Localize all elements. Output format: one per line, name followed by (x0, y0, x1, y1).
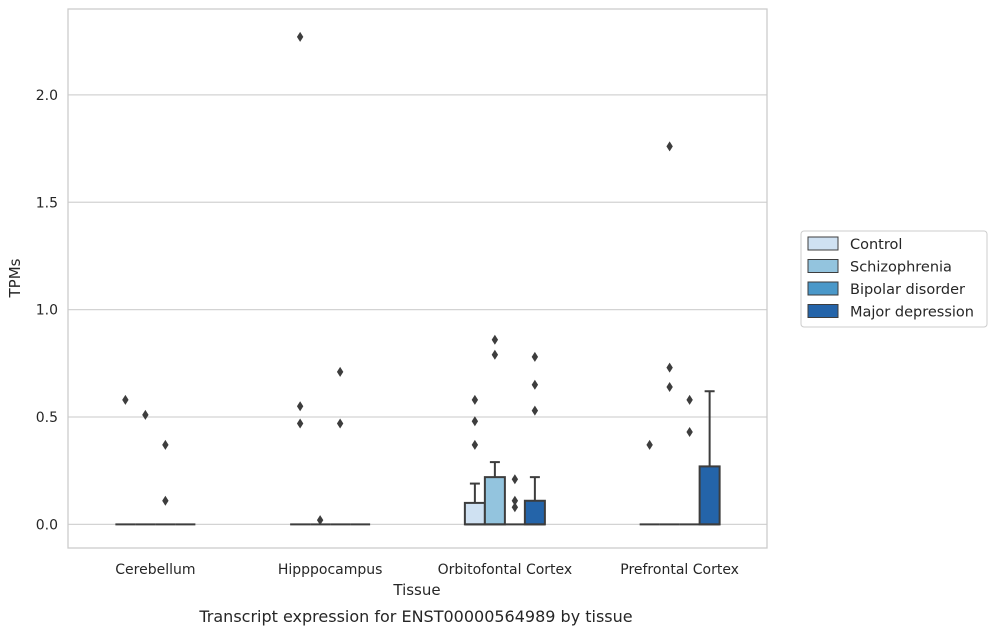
outlier-point (511, 495, 519, 506)
outlier-point (162, 439, 169, 450)
x-axis-label: Tissue (392, 581, 440, 599)
box-body (698, 465, 721, 526)
box (698, 390, 721, 526)
boxes (115, 390, 721, 526)
box (463, 482, 486, 526)
legend-frame (800, 230, 988, 328)
outlier-point (511, 502, 519, 513)
outliers (122, 31, 693, 526)
y-axis-ticks: 0.0 0.5 1.0 1.5 2.0 (36, 88, 58, 533)
outlier-point (531, 405, 539, 416)
outlier-point (646, 439, 653, 450)
legend-label: Major depression (850, 305, 974, 321)
outlier-point (666, 381, 673, 392)
x-axis-ticks: Cerebellum Hipppocampus Orbitofontal Corte… (115, 562, 739, 578)
chart-caption: Transcript expression for ENST0000056498… (198, 607, 632, 626)
x-tick-label: Hipppocampus (278, 562, 383, 578)
outlier-point (162, 495, 169, 506)
y-tick-label: 0.0 (36, 517, 58, 533)
outlier-point (296, 418, 304, 429)
box-body (523, 499, 546, 526)
outlier-point (316, 515, 324, 526)
outlier-point (491, 334, 499, 345)
grid-lines (68, 94, 767, 525)
legend-swatch (807, 236, 839, 251)
outlier-point (491, 349, 499, 360)
y-axis-label: TPMs (6, 258, 24, 298)
legend-swatch (807, 281, 839, 296)
plot-frame (67, 8, 768, 549)
x-tick-label: Orbitofontal Cortex (438, 562, 573, 578)
legend-label: Control (850, 237, 902, 253)
box-body (483, 476, 506, 526)
outlier-point (686, 427, 693, 438)
outlier-point (511, 474, 519, 485)
outlier-point (296, 31, 304, 42)
legend-label: Bipolar disorder (850, 282, 965, 298)
outlier-point (336, 366, 344, 377)
legend-swatch (807, 304, 839, 318)
y-tick-label: 1.0 (36, 303, 58, 319)
outlier-point (471, 416, 479, 427)
outlier-point (471, 439, 479, 450)
outlier-point (666, 141, 673, 152)
outlier-point (296, 401, 304, 412)
box (483, 461, 506, 526)
legend-swatch (807, 259, 839, 273)
box (523, 476, 546, 526)
outlier-point (531, 351, 539, 362)
legend-label: Schizophrenia (850, 260, 952, 276)
y-tick-label: 1.5 (36, 195, 58, 211)
x-tick-label: Prefrontal Cortex (620, 562, 739, 578)
box-body (463, 501, 486, 526)
y-tick-label: 0.5 (36, 410, 58, 426)
outlier-point (142, 409, 149, 420)
outlier-point (336, 418, 344, 429)
outlier-point (666, 362, 673, 373)
outlier-point (122, 394, 129, 405)
y-tick-label: 2.0 (36, 88, 58, 104)
outlier-point (531, 379, 539, 390)
outlier-point (471, 394, 479, 405)
legend: Control Schizophrenia Bipolar disorder Majo… (800, 230, 988, 328)
outlier-point (686, 394, 693, 405)
x-tick-label: Cerebellum (115, 562, 195, 578)
